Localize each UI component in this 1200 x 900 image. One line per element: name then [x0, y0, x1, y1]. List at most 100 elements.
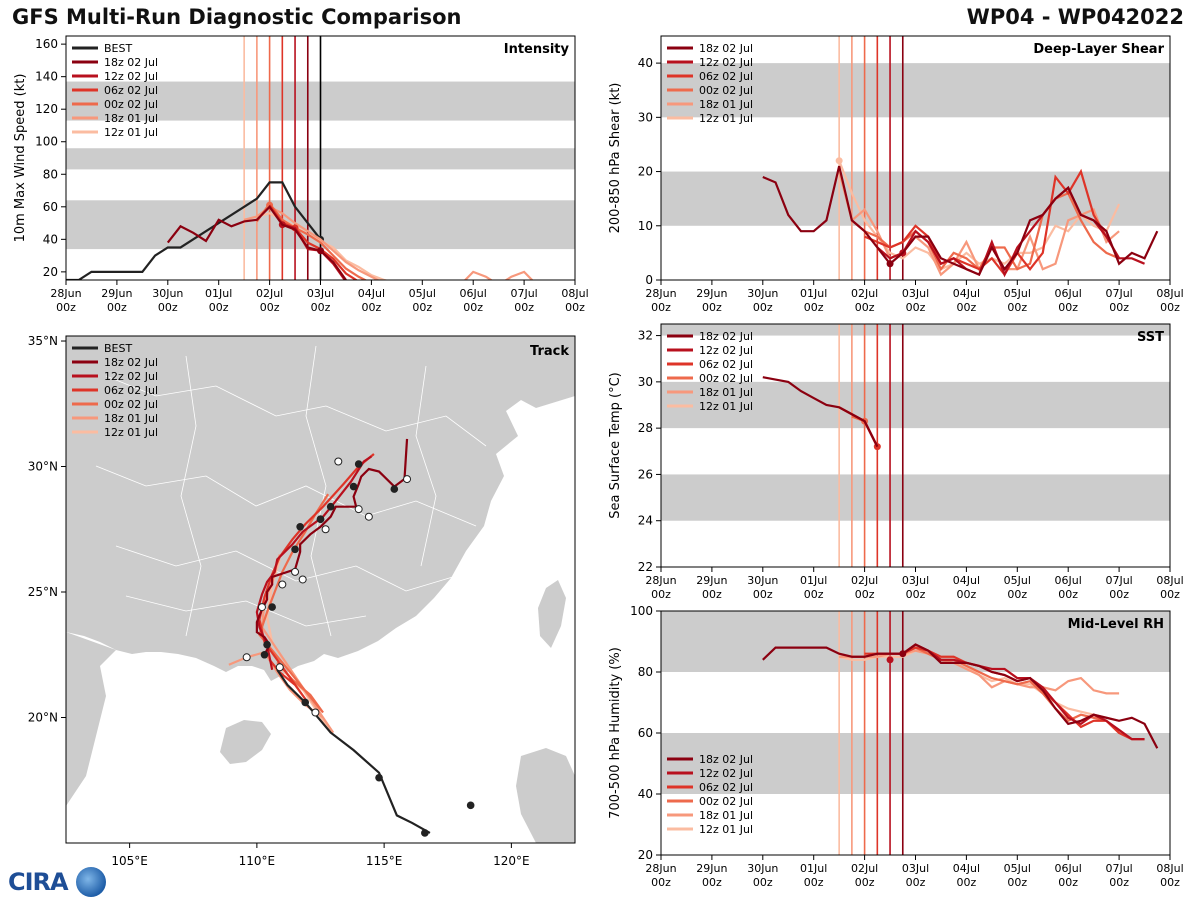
- intensity-best-line: [66, 181, 322, 280]
- rh-ytick-label: 60: [638, 726, 653, 740]
- track-ytick-label: 30°N: [28, 460, 58, 474]
- intensity-xtick-label: 29Jun: [101, 287, 132, 300]
- track-panel: 105°E 110°E 115°E 120°E 20°N 25°N 30°N 35°N Trac…: [28, 334, 576, 868]
- sst-xtick-label: 04Jul: [953, 574, 980, 587]
- track-open-marker: [242, 653, 251, 662]
- intensity-xtick-sublabel: 00z: [412, 301, 432, 314]
- intensity-xtick-label: 08Jul: [561, 287, 588, 300]
- track-open-marker: [278, 580, 287, 589]
- rh-xtick-sublabel: 00z: [651, 876, 671, 889]
- track-legend-label: BEST: [104, 342, 132, 355]
- intensity-xtick-label: 02Jul: [256, 287, 283, 300]
- sst-ytick-label: 28: [638, 421, 653, 435]
- track-open-marker: [364, 512, 373, 521]
- track-open-marker: [291, 567, 300, 576]
- sst-xtick-sublabel: 00z: [804, 588, 824, 601]
- rh-legend-label: 06z 02 Jul: [699, 781, 753, 794]
- sst-xtick-sublabel: 00z: [1109, 588, 1129, 601]
- intensity-ytick-label: 140: [35, 70, 58, 84]
- track-best-marker: [375, 773, 383, 782]
- intensity-title: Intensity: [504, 42, 570, 57]
- intensity-xtick-sublabel: 00z: [311, 301, 331, 314]
- track-legend-label: 18z 02 Jul: [104, 356, 158, 369]
- shear-series-marker-5: [835, 157, 843, 165]
- track-ytick-label: 20°N: [28, 711, 58, 725]
- track-open-marker: [354, 505, 363, 514]
- rh-xtick-label: 01Jul: [800, 862, 827, 875]
- sst-ytick-label: 24: [638, 514, 653, 528]
- track-position-marker: [349, 482, 358, 491]
- rh-xtick-label: 04Jul: [953, 862, 980, 875]
- intensity-series-line-3: [255, 201, 368, 280]
- rh-series-marker-1: [886, 656, 894, 664]
- rh-plot-area: [762, 643, 1159, 749]
- shear-xtick-sublabel: 00z: [1109, 301, 1129, 314]
- intensity-series-line-4: [243, 205, 534, 280]
- shear-ytick-label: 0: [645, 273, 653, 287]
- intensity-xtick-label: 07Jul: [510, 287, 537, 300]
- map-area: [66, 336, 575, 843]
- sst-xtick-sublabel: 00z: [1007, 588, 1027, 601]
- sst-xtick-label: 06Jul: [1055, 574, 1082, 587]
- rh-xtick-label: 02Jul: [851, 862, 878, 875]
- sst-title: SST: [1137, 330, 1164, 345]
- shear-xtick-label: 07Jul: [1105, 287, 1132, 300]
- intensity-xtick-label: 04Jul: [358, 287, 385, 300]
- intensity-legend-label: 00z 02 Jul: [104, 98, 158, 111]
- shear-xtick-label: 08Jul: [1156, 287, 1183, 300]
- rh-xtick-sublabel: 00z: [1109, 876, 1129, 889]
- province-boundary-1: [95, 465, 477, 527]
- track-open-marker: [298, 575, 307, 584]
- province-boundary-5: [415, 365, 437, 567]
- sst-xtick-sublabel: 00z: [906, 588, 926, 601]
- shear-series-line-2: [864, 168, 1121, 277]
- track-best-line: [276, 669, 431, 834]
- sst-legend-label: 12z 02 Jul: [699, 344, 753, 357]
- track-position-marker: [390, 485, 399, 493]
- track-line-0: [255, 438, 409, 656]
- province-boundary-6: [125, 595, 367, 627]
- intensity-plot-area: [66, 181, 534, 280]
- sst-xtick-sublabel: 00z: [1058, 588, 1078, 601]
- intensity-xtick-sublabel: 00z: [56, 301, 76, 314]
- track-open-marker: [321, 525, 330, 534]
- track-xtick-label: 110°E: [239, 854, 276, 868]
- shear-xtick-sublabel: 00z: [804, 301, 824, 314]
- sst-xtick-sublabel: 00z: [855, 588, 875, 601]
- intensity-xtick-label: 06Jul: [460, 287, 487, 300]
- sst-xtick-sublabel: 00z: [651, 588, 671, 601]
- rh-legend-label: 00z 02 Jul: [699, 795, 753, 808]
- intensity-xtick-sublabel: 00z: [362, 301, 382, 314]
- sst-xtick-label: 02Jul: [851, 574, 878, 587]
- land-taiwan: [538, 580, 566, 648]
- intensity-xtick-label: 03Jul: [307, 287, 334, 300]
- land-luzon: [516, 748, 575, 843]
- shear-plot-area: [762, 157, 1159, 278]
- track-best-marker: [466, 801, 475, 810]
- sst-xtick-label: 28Jun: [645, 574, 676, 587]
- intensity-xtick-label: 30Jun: [152, 287, 183, 300]
- shear-ylabel: 200-850 hPa Shear (kt): [608, 83, 623, 234]
- track-best-marker: [301, 698, 310, 707]
- shear-xtick-sublabel: 00z: [753, 301, 773, 314]
- shear-xtick-label: 01Jul: [800, 287, 827, 300]
- track-position-marker: [260, 650, 269, 659]
- rh-legend-label: 12z 02 Jul: [699, 767, 753, 780]
- intensity-ytick-label: 60: [43, 200, 58, 214]
- intensity-series-marker-0: [317, 247, 324, 255]
- rh-xtick-sublabel: 00z: [906, 876, 926, 889]
- track-legend-label: 18z 01 Jul: [104, 412, 158, 425]
- rh-xtick-sublabel: 00z: [1160, 876, 1180, 889]
- shear-xtick-sublabel: 00z: [1058, 301, 1078, 314]
- sst-legend-label: 06z 02 Jul: [699, 358, 753, 371]
- sst-xtick-label: 30Jun: [747, 574, 778, 587]
- intensity-ytick-label: 120: [35, 102, 58, 116]
- rh-title: Mid-Level RH: [1068, 617, 1164, 632]
- track-legend-label: 12z 01 Jul: [104, 426, 158, 439]
- land-hainan: [220, 720, 271, 764]
- track-position-marker: [354, 460, 363, 468]
- intensity-series-line-5: [243, 212, 389, 280]
- intensity-xtick-sublabel: 00z: [514, 301, 534, 314]
- logo-text: CIRA: [8, 868, 69, 896]
- storm-id: WP04 - WP042022: [966, 5, 1184, 29]
